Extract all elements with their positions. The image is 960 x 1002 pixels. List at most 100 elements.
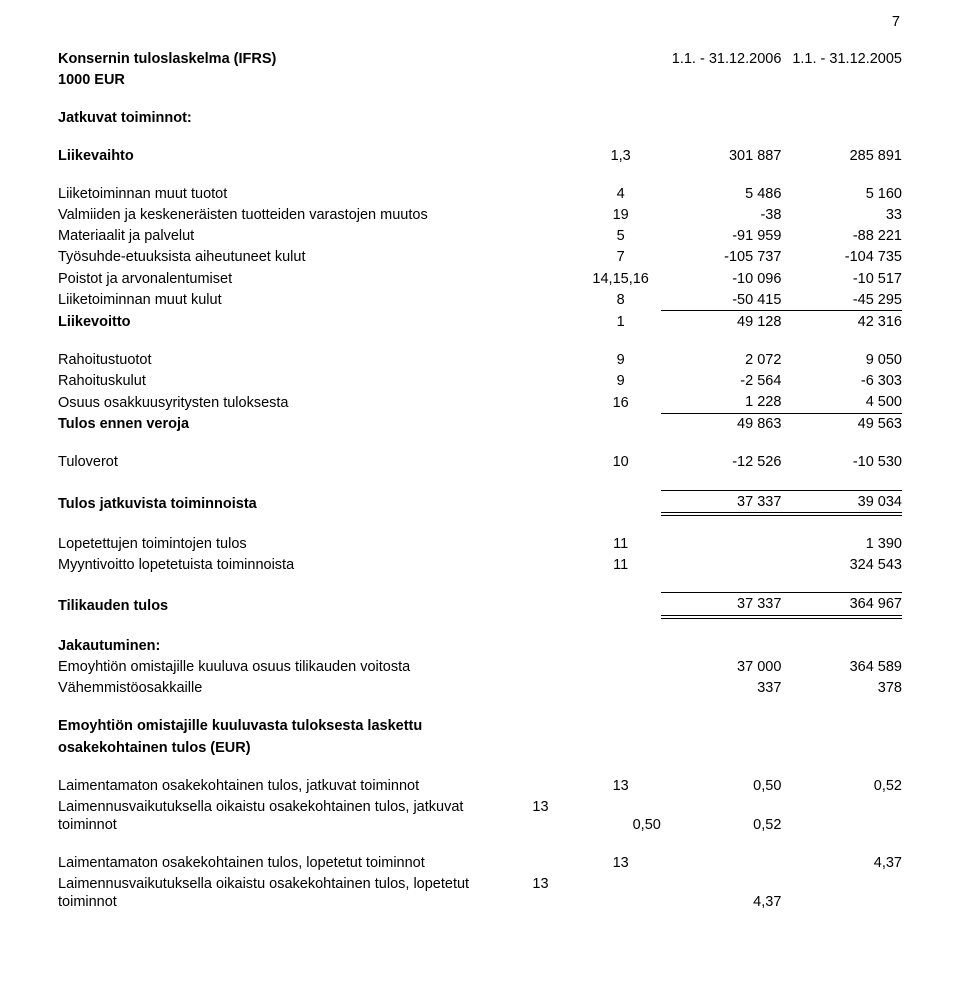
- row-label: Liikevoitto: [58, 311, 580, 333]
- table-row: Laimennusvaikutuksella oikaistu osakekoh…: [58, 796, 902, 835]
- row-value-1: 2 072: [661, 349, 782, 370]
- row-value-2: 364 967: [781, 593, 902, 617]
- table-row: Liikevoitto 1 49 128 42 316: [58, 311, 902, 333]
- row-value-2: -88 221: [781, 226, 902, 247]
- row-value-1: [661, 554, 782, 575]
- row-value-1: -91 959: [661, 226, 782, 247]
- eps-heading-2: osakekohtainen tulos (EUR): [58, 737, 580, 758]
- row-value-2: 33: [781, 205, 902, 226]
- table-row: Rahoituskulut 9 -2 564 -6 303: [58, 371, 902, 392]
- row-value-1: 37 000: [661, 657, 782, 678]
- row-note: 13: [500, 875, 580, 911]
- row-note: 7: [580, 247, 660, 268]
- row-note: 9: [580, 349, 660, 370]
- period-2: 1.1. - 31.12.2005: [781, 48, 902, 69]
- row-label: Liiketoiminnan muut kulut: [58, 289, 580, 311]
- row-note: 1,3: [580, 145, 660, 166]
- table-row: Työsuhde-etuuksista aiheutuneet kulut 7 …: [58, 247, 902, 268]
- row-value-1: 0,50: [661, 775, 782, 796]
- row-note: 5: [580, 226, 660, 247]
- row-value-2: 364 589: [781, 657, 902, 678]
- row-label: Tulos jatkuvista toiminnoista: [58, 491, 580, 515]
- row-value-2: 9 050: [781, 349, 902, 370]
- table-row: Poistot ja arvonalentumiset 14,15,16 -10…: [58, 268, 902, 289]
- table-title: Konsernin tuloslaskelma (IFRS): [58, 48, 580, 69]
- row-note: 14,15,16: [580, 268, 660, 289]
- row-value-2: 1 390: [781, 533, 902, 554]
- table-row: Rahoitustuotot 9 2 072 9 050: [58, 349, 902, 370]
- row-value-1: [661, 533, 782, 554]
- row-value-2: 49 563: [781, 413, 902, 435]
- row-value-2: 324 543: [781, 554, 902, 575]
- row-value-1: -38: [661, 205, 782, 226]
- table-row: Liikevaihto 1,3 301 887 285 891: [58, 145, 902, 166]
- row-label: Materiaalit ja palvelut: [58, 226, 580, 247]
- period-1: 1.1. - 31.12.2006: [661, 48, 782, 69]
- row-label: Rahoituskulut: [58, 371, 580, 392]
- row-label: Laimentamaton osakekohtainen tulos, jatk…: [58, 775, 580, 796]
- income-statement-table: Konsernin tuloslaskelma (IFRS) 1.1. - 31…: [58, 48, 902, 913]
- row-label: Liikevaihto: [58, 145, 580, 166]
- row-note: 11: [580, 533, 660, 554]
- row-label: Poistot ja arvonalentumiset: [58, 268, 580, 289]
- row-label: Työsuhde-etuuksista aiheutuneet kulut: [58, 247, 580, 268]
- row-note: 9: [580, 371, 660, 392]
- row-value-2: 378: [781, 678, 902, 699]
- table-row: Emoyhtiön omistajille kuuluva osuus tili…: [58, 657, 902, 678]
- table-row: Myyntivoitto lopetetuista toiminnoista 1…: [58, 554, 902, 575]
- row-note: 8: [580, 289, 660, 311]
- row-value-2: -6 303: [781, 371, 902, 392]
- row-value-1: 337: [661, 678, 782, 699]
- row-note: 13: [580, 775, 660, 796]
- table-row: Liiketoiminnan muut tuotot 4 5 486 5 160: [58, 184, 902, 205]
- row-label: Valmiiden ja keskeneräisten tuotteiden v…: [58, 205, 580, 226]
- row-value-1: -2 564: [661, 371, 782, 392]
- table-row: Osuus osakkuusyritysten tuloksesta 16 1 …: [58, 392, 902, 414]
- row-value-1: -12 526: [661, 452, 782, 473]
- row-value-2: -45 295: [781, 289, 902, 311]
- table-row: Tilikauden tulos 37 337 364 967: [58, 593, 902, 617]
- row-note: 19: [580, 205, 660, 226]
- row-value-2: 42 316: [781, 311, 902, 333]
- row-value-2: 4,37: [781, 853, 902, 874]
- page-number: 7: [892, 14, 900, 30]
- row-label: Myyntivoitto lopetetuista toiminnoista: [58, 554, 580, 575]
- table-row: Tuloverot 10 -12 526 -10 530: [58, 452, 902, 473]
- table-row: Valmiiden ja keskeneräisten tuotteiden v…: [58, 205, 902, 226]
- row-value-1: [580, 874, 660, 913]
- row-label: Laimentamaton osakekohtainen tulos, lope…: [58, 853, 580, 874]
- row-value-1: -50 415: [661, 289, 782, 311]
- row-value-2: 5 160: [781, 184, 902, 205]
- row-value-1: 1 228: [661, 392, 782, 414]
- row-value-1: 37 337: [661, 491, 782, 515]
- row-note: [580, 413, 660, 435]
- row-note: 11: [580, 554, 660, 575]
- row-value-2: 285 891: [781, 145, 902, 166]
- table-row: Laimentamaton osakekohtainen tulos, jatk…: [58, 775, 902, 796]
- row-value-1: -10 096: [661, 268, 782, 289]
- row-note: 13: [500, 798, 580, 834]
- section-heading: Jakautuminen:: [58, 636, 580, 657]
- section-heading: Jatkuvat toiminnot:: [58, 107, 580, 128]
- row-value-1: [661, 853, 782, 874]
- row-note: 10: [580, 452, 660, 473]
- row-value-1: 301 887: [661, 145, 782, 166]
- row-note: 13: [580, 853, 660, 874]
- row-label: Vähemmistöosakkaille: [58, 678, 580, 699]
- row-note: 1: [580, 311, 660, 333]
- table-row: Lopetettujen toimintojen tulos 11 1 390: [58, 533, 902, 554]
- row-value-2: -10 530: [781, 452, 902, 473]
- row-label: Tilikauden tulos: [58, 593, 580, 617]
- table-row: Laimentamaton osakekohtainen tulos, lope…: [58, 853, 902, 874]
- row-value-1: 5 486: [661, 184, 782, 205]
- table-row: Liiketoiminnan muut kulut 8 -50 415 -45 …: [58, 289, 902, 311]
- row-label: Tuloverot: [58, 452, 580, 473]
- row-value-2: -10 517: [781, 268, 902, 289]
- row-label: Laimennusvaikutuksella oikaistu osakekoh…: [58, 798, 500, 834]
- row-value-2: 0,52: [781, 775, 902, 796]
- table-row: Tulos jatkuvista toiminnoista 37 337 39 …: [58, 491, 902, 515]
- row-value-2: 4 500: [781, 392, 902, 414]
- row-value-1: 37 337: [661, 593, 782, 617]
- table-row: Laimennusvaikutuksella oikaistu osakekoh…: [58, 874, 902, 913]
- row-label: Emoyhtiön omistajille kuuluva osuus tili…: [58, 657, 580, 678]
